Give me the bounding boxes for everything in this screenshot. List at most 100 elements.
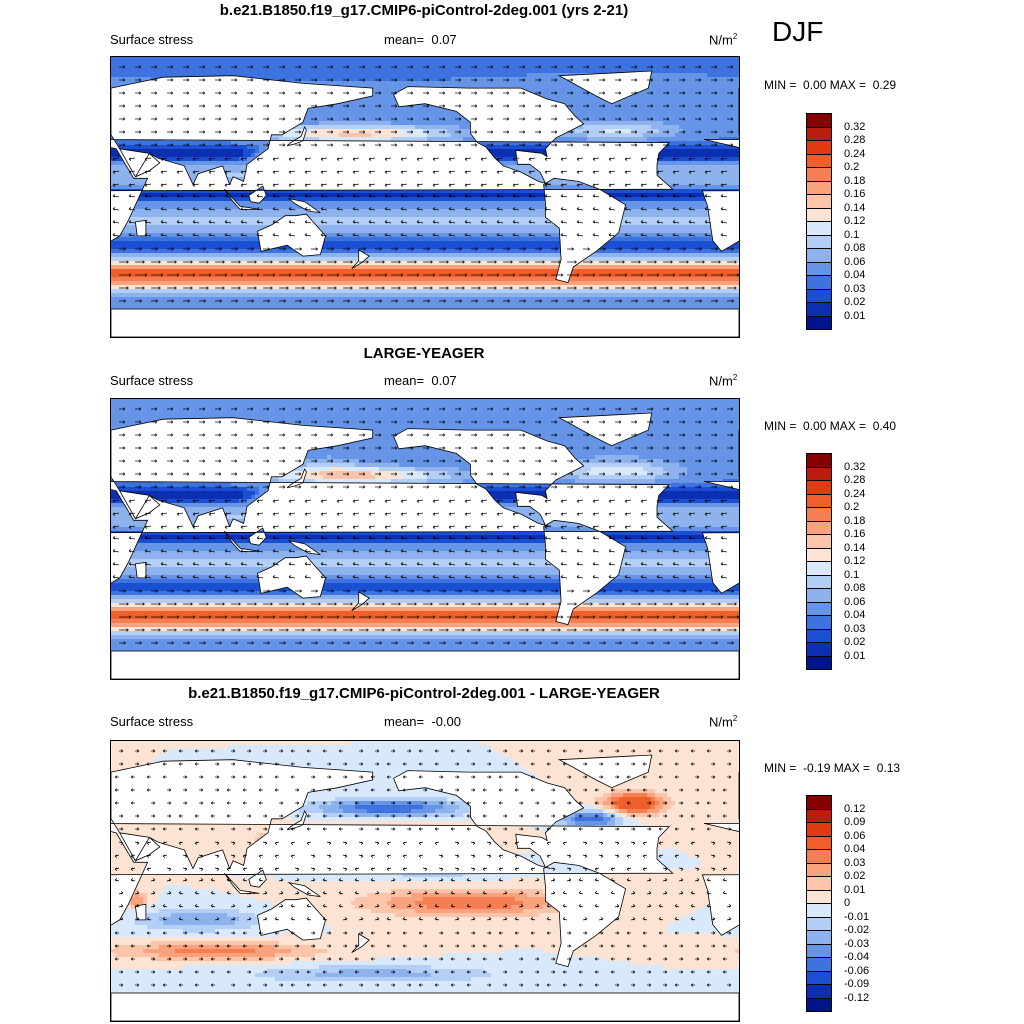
field-label: Surface stress (110, 715, 193, 728)
mean-value: 0.07 (431, 373, 456, 388)
colorbar-swatch (806, 655, 832, 670)
colorbar-swatch (806, 520, 832, 535)
colorbar-swatch (806, 140, 832, 155)
colorbar-swatch (806, 466, 832, 481)
colorbar-swatch (806, 997, 832, 1012)
colorbar-swatch (806, 835, 832, 850)
colorbar-tick-label: 0.02 (844, 637, 865, 648)
antarctica (111, 650, 739, 679)
colorbar-tick-label: 0.02 (844, 297, 865, 308)
colorbar-tick-label: -0.12 (844, 992, 869, 1004)
season-label: DJF (772, 18, 823, 46)
mean-label: mean= 0.07 (384, 33, 457, 46)
colorbar-swatch (806, 547, 832, 562)
colorbar-tick-label: 0.2 (844, 162, 859, 173)
colorbar-swatch (806, 194, 832, 209)
units-label: N/m2 (709, 715, 737, 729)
colorbar-tick-label: 0.1 (844, 569, 859, 581)
mean-label: mean= -0.00 (384, 715, 461, 728)
colorbar-tick-label: 0.04 (844, 270, 865, 281)
colorbar-swatch (806, 507, 832, 522)
colorbar-swatch (806, 876, 832, 891)
units-label: N/m2 (709, 33, 737, 47)
colorbar-tick-label: 0.1 (844, 229, 859, 241)
colorbar-swatch (806, 153, 832, 168)
continents (111, 412, 739, 626)
colorbar-tick-label: 0.12 (844, 556, 865, 567)
colorbar-tick-label: 0.04 (844, 844, 865, 855)
mean-label: mean= 0.07 (384, 374, 457, 387)
colorbar-tick-label: 0.14 (844, 202, 865, 214)
colorbar-tick-label: 0.01 (844, 884, 865, 896)
map-panel-1 (110, 56, 740, 338)
colorbar-swatch (806, 167, 832, 182)
continents (111, 754, 739, 968)
colorbar-tick-label: 0.08 (844, 243, 865, 254)
colorbar-swatch (806, 862, 832, 877)
colorbar-tick-label: 0.28 (844, 475, 865, 486)
mean-value: 0.07 (431, 32, 456, 47)
colorbar-swatch (806, 221, 832, 236)
colorbar-swatch (806, 561, 832, 576)
colorbar-tick-label: -0.02 (844, 925, 869, 936)
colorbar-tick-label: -0.06 (844, 965, 869, 977)
colorbar-swatch (806, 822, 832, 837)
colorbar-tick-label: 0.08 (844, 583, 865, 594)
colorbar-tick-label: 0 (844, 898, 850, 909)
colorbar-swatch (806, 943, 832, 958)
wind-vectors (114, 749, 732, 987)
colorbar-tick-label: 0.03 (844, 623, 865, 635)
colorbar-tick-label: 0.2 (844, 502, 859, 513)
colorbar-swatch (806, 453, 832, 468)
colorbar-tick-label: 0.01 (844, 650, 865, 662)
colorbar-swatch (806, 207, 832, 222)
wind-vectors (112, 65, 739, 303)
colorbar-swatch (806, 615, 832, 630)
min-max-readout: MIN = 0.00 MAX = 0.29 (764, 79, 896, 91)
colorbar-tick-label: 0.18 (844, 515, 865, 527)
colorbar-swatch (806, 916, 832, 931)
colorbar-tick-label: 0.32 (844, 121, 865, 133)
colorbar-swatch (806, 601, 832, 616)
colorbar-swatch (806, 930, 832, 945)
units-label: N/m2 (709, 374, 737, 388)
colorbar-swatch (806, 889, 832, 904)
panel-title: b.e21.B1850.f19_g17.CMIP6-piControl-2deg… (0, 3, 848, 18)
colorbar-tick-label: 0.06 (844, 830, 865, 842)
colorbar-swatch (806, 808, 832, 823)
antarctica (111, 308, 739, 337)
colorbar-tick-label: 0.09 (844, 817, 865, 828)
colorbar-tick-label: 0.28 (844, 135, 865, 146)
colorbar-swatch (806, 642, 832, 657)
colorbar-panel-2: 0.32 0.28 0.24 0.2 0.18 0.16 0.14 0.12 0.1 0.08 0.… (806, 453, 865, 670)
colorbar-tick-label: 0.32 (844, 461, 865, 473)
colorbar-tick-label: -0.04 (844, 952, 869, 963)
colorbar-tick-label: 0.18 (844, 175, 865, 187)
colorbar-swatch (806, 849, 832, 864)
colorbar-tick-label: 0.12 (844, 803, 865, 815)
colorbar-tick-label: 0.14 (844, 542, 865, 554)
min-max-readout: MIN = 0.00 MAX = 0.40 (764, 420, 896, 432)
colorbar-tick-label: -0.01 (844, 911, 869, 923)
colorbar-swatch (806, 480, 832, 495)
panel-title: b.e21.B1850.f19_g17.CMIP6-piControl-2deg… (0, 686, 848, 701)
colorbar-swatch (806, 957, 832, 972)
colorbar-swatch (806, 534, 832, 549)
colorbar-tick-label: 0.04 (844, 610, 865, 621)
colorbar-panel-3: 0.12 0.09 0.06 0.04 0.03 0.02 0.01 0 -0.01 -0.02 -… (806, 795, 869, 1012)
continents (111, 70, 739, 284)
colorbar-swatch (806, 970, 832, 985)
wind-vectors (112, 407, 739, 645)
colorbar-tick-label: 0.24 (844, 148, 865, 160)
colorbar-tick-label: 0.03 (844, 283, 865, 295)
colorbar-swatch (806, 315, 832, 330)
colorbar-swatch (806, 628, 832, 643)
colorbar-tick-label: 0.24 (844, 488, 865, 500)
colorbar-swatch (806, 588, 832, 603)
colorbar-tick-label: 0.02 (844, 871, 865, 882)
colorbar-swatch (806, 234, 832, 249)
antarctica (111, 992, 739, 1021)
colorbar-tick-label: -0.03 (844, 938, 869, 950)
field-label: Surface stress (110, 33, 193, 46)
colorbar-tick-label: 0.01 (844, 310, 865, 322)
